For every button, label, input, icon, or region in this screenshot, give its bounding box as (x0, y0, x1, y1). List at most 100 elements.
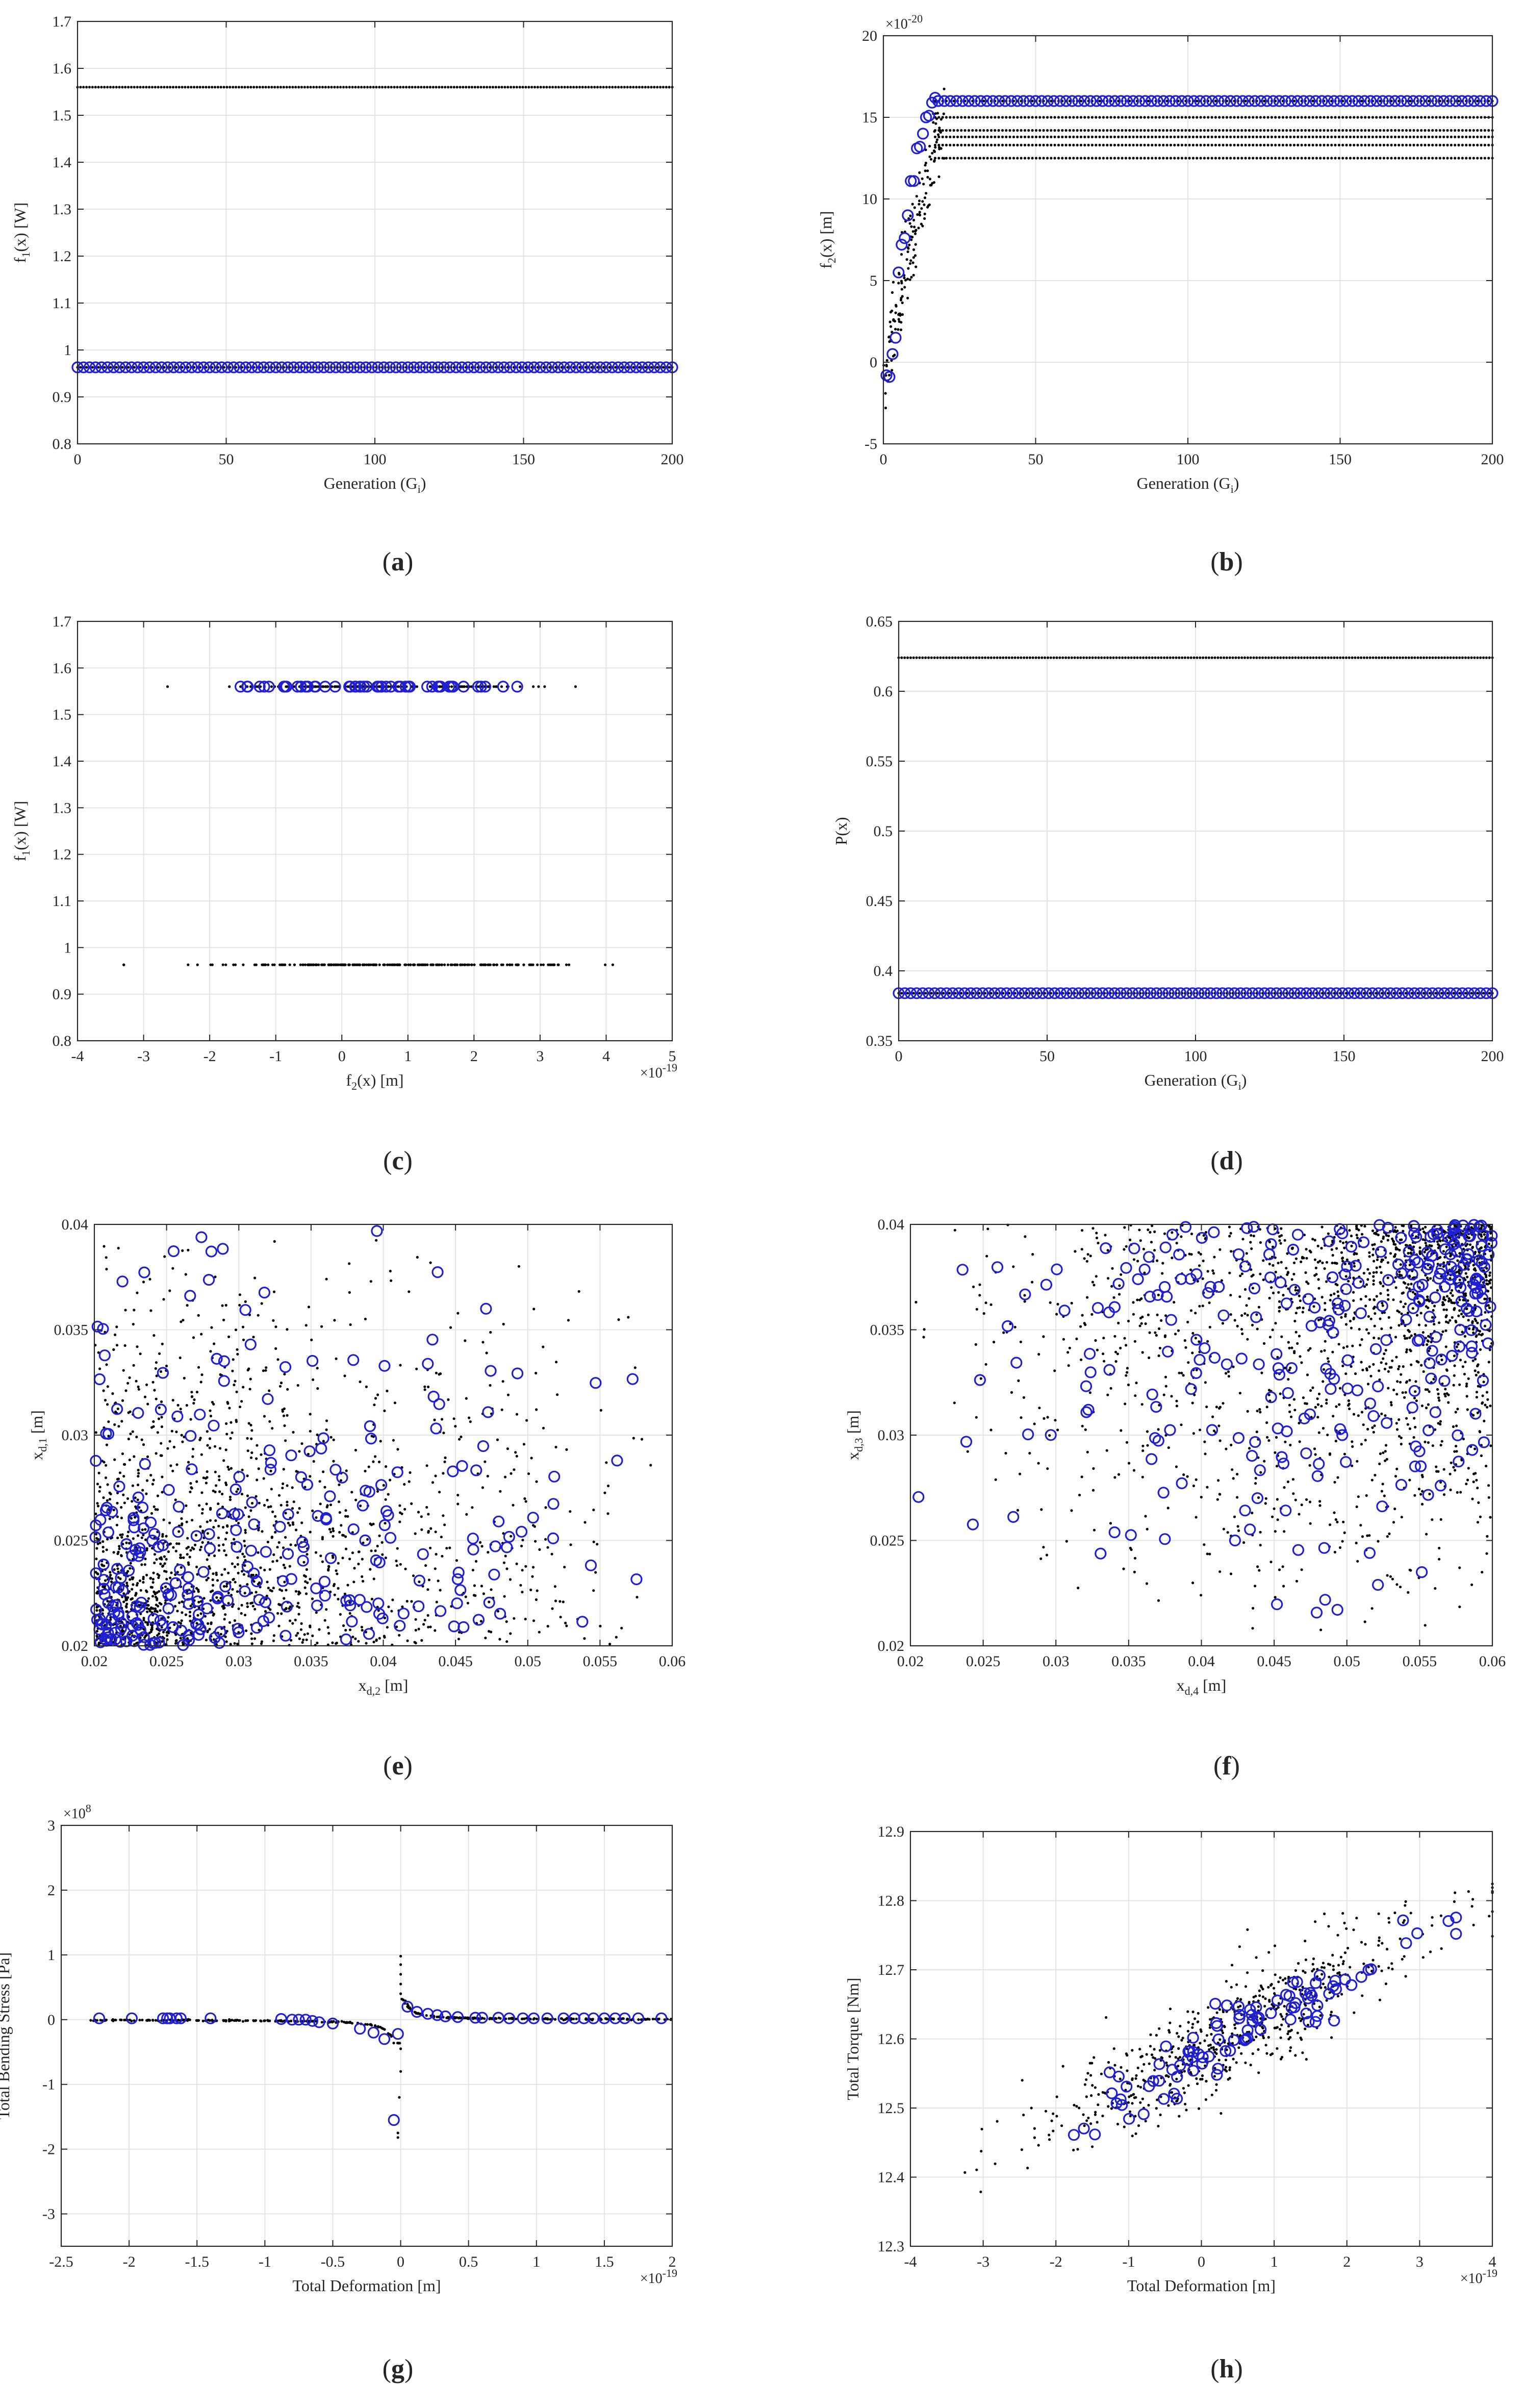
population-point (1050, 157, 1053, 160)
population-point (464, 1339, 467, 1342)
population-point (167, 1550, 170, 1553)
population-point (1386, 656, 1389, 659)
population-point (389, 1478, 392, 1482)
population-point (1297, 143, 1300, 146)
population-point (1326, 135, 1329, 138)
population-point (224, 1448, 227, 1451)
population-point (1157, 656, 1160, 659)
population-point (102, 1496, 105, 1499)
pareto-point (450, 361, 462, 373)
population-point (387, 1493, 390, 1496)
population-point (1375, 116, 1378, 119)
population-point (423, 86, 426, 89)
pareto-point (1384, 987, 1396, 999)
population-point (169, 1464, 172, 1467)
population-point (1381, 656, 1384, 659)
pareto-point (138, 1631, 150, 1643)
population-point (1177, 99, 1180, 103)
population-point (243, 86, 246, 89)
population-point (1040, 656, 1044, 659)
population-point (505, 1567, 509, 1570)
population-point (1020, 135, 1023, 138)
population-point (505, 963, 509, 966)
population-point (1154, 135, 1157, 138)
population-point (333, 1319, 336, 1322)
pareto-point (600, 361, 613, 373)
population-point (151, 1381, 155, 1384)
population-point (1440, 992, 1443, 995)
population-point (450, 685, 453, 688)
population-point (427, 1385, 430, 1389)
pareto-point (90, 1603, 103, 1616)
population-point (551, 86, 554, 89)
population-point (224, 1538, 227, 1541)
population-point (128, 1542, 131, 1545)
population-point (1405, 129, 1408, 132)
pareto-point (336, 361, 348, 373)
population-point (323, 963, 326, 966)
pareto-point (1054, 987, 1067, 999)
population-point (1289, 157, 1292, 160)
population-point (186, 1537, 189, 1540)
pareto-point (905, 175, 917, 187)
population-point (906, 656, 909, 659)
population-point (429, 1527, 433, 1530)
population-point (1356, 143, 1359, 146)
population-point (322, 685, 325, 688)
pareto-point (129, 1544, 142, 1556)
population-point (1121, 656, 1124, 659)
population-point (525, 1419, 528, 1422)
pareto-point (233, 1471, 245, 1483)
population-point (228, 685, 231, 688)
population-point (1117, 157, 1120, 160)
population-point (1124, 135, 1127, 138)
population-point (105, 1464, 108, 1467)
population-point (1124, 157, 1127, 160)
population-point (912, 273, 915, 277)
population-point (918, 992, 921, 995)
y-tick-label: 1.5 (53, 707, 72, 723)
population-point (1196, 157, 1199, 160)
population-point (499, 1490, 502, 1493)
population-point (1390, 157, 1393, 160)
population-point (227, 1335, 231, 1338)
x-tick-label: 0.045 (438, 1653, 473, 1670)
population-point (405, 1600, 409, 1603)
population-point (1437, 656, 1440, 659)
population-point (1106, 656, 1109, 659)
population-point (1336, 656, 1339, 659)
pareto-point (1188, 95, 1200, 107)
population-point (1052, 656, 1055, 659)
population-point (348, 86, 351, 89)
population-point (629, 86, 632, 89)
population-point (956, 129, 959, 132)
population-point (1341, 99, 1344, 103)
population-point (159, 1562, 162, 1566)
population-point (284, 1512, 287, 1515)
population-point (1292, 135, 1296, 138)
population-point (1472, 116, 1475, 119)
pareto-point (993, 95, 1005, 107)
pareto-point (468, 361, 480, 373)
population-point (195, 1565, 198, 1568)
population-point (155, 1361, 158, 1364)
pareto-point (492, 361, 504, 373)
population-point (939, 656, 942, 659)
population-point (897, 313, 900, 316)
population-point (218, 1447, 222, 1450)
population-point (1076, 135, 1079, 138)
population-point (274, 1347, 277, 1350)
population-point (1323, 135, 1326, 138)
pareto-point (1176, 95, 1188, 107)
population-point (917, 227, 920, 230)
population-point (369, 1280, 372, 1283)
population-point (403, 1483, 406, 1486)
population-point (126, 1596, 130, 1599)
population-point (487, 685, 490, 688)
pareto-point (470, 1464, 482, 1476)
population-point (560, 366, 563, 369)
population-point (1465, 143, 1468, 146)
population-point (918, 213, 921, 216)
pareto-point (221, 361, 234, 373)
population-point (638, 86, 641, 89)
